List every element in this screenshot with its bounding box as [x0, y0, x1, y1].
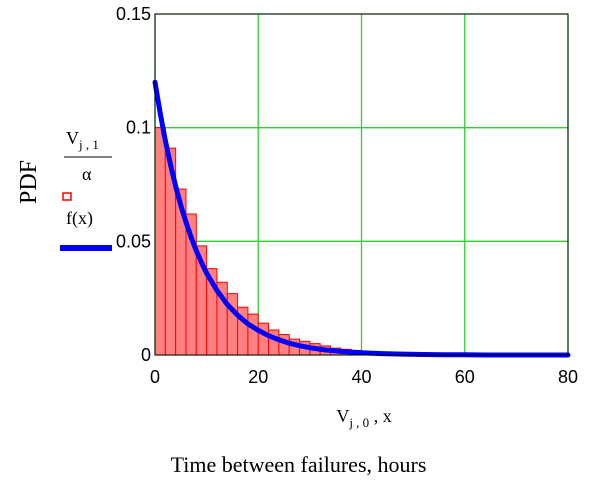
- x-tick-label-1: 20: [248, 367, 268, 387]
- y-axis-label: PDF: [16, 160, 42, 204]
- y-tick-label-1: 0.05: [116, 231, 151, 251]
- histogram-bar-0: [154, 127, 166, 356]
- legend-hist-label: Vj , 1: [66, 128, 99, 152]
- y-tick-label-3: 0.15: [116, 4, 151, 24]
- legend: Vj , 1 α f(x): [60, 128, 112, 251]
- x-tick-label-4: 80: [558, 367, 578, 387]
- histogram-bar-9: [247, 313, 259, 356]
- x-tick-label-0: 0: [150, 367, 160, 387]
- chart-caption: Time between failures, hours: [170, 452, 427, 477]
- legend-hist-marker: [62, 192, 72, 201]
- legend-hist-denominator: α: [82, 164, 92, 184]
- legend-curve-label: f(x): [66, 208, 93, 229]
- plot-frame: [154, 13, 569, 356]
- tick-labels: 0 20 40 60 80 0 0.05 0.1 0.15: [116, 4, 578, 387]
- histogram-bar-10: [257, 322, 270, 356]
- x-tick-label-2: 40: [351, 367, 371, 387]
- x-axis-label: Vj , 0 , x: [336, 406, 391, 430]
- y-tick-label-0: 0: [141, 345, 151, 365]
- y-tick-label-2: 0.1: [126, 118, 151, 138]
- x-tick-label-3: 60: [455, 367, 475, 387]
